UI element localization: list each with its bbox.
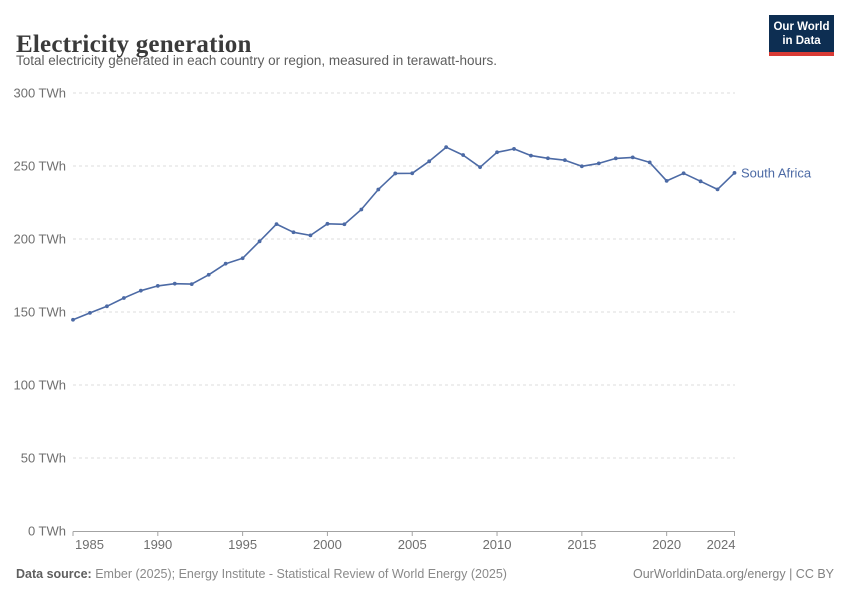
data-source-label: Data source:	[16, 567, 92, 581]
license-note[interactable]: OurWorldinData.org/energy | CC BY	[632, 567, 834, 581]
page-title: Electricity generation	[16, 30, 252, 58]
y-axis-tick-label: 150 TWh	[13, 305, 66, 320]
data-point-marker	[155, 283, 160, 288]
data-point-marker	[613, 156, 618, 161]
data-point-marker	[291, 230, 296, 235]
data-point-marker	[121, 296, 126, 300]
x-axis-tick-label: 2020	[652, 537, 681, 552]
y-axis-tick-label: 100 TWh	[13, 378, 66, 393]
data-point-marker	[172, 281, 177, 286]
data-point-marker	[579, 164, 584, 169]
x-axis-tick-label: 2005	[398, 537, 427, 552]
data-point-marker	[444, 145, 449, 150]
x-axis-tick-label: 2015	[567, 537, 596, 552]
data-point-marker	[274, 222, 279, 227]
data-point-marker	[596, 161, 601, 166]
data-point-marker	[630, 155, 635, 160]
owid-logo-line1: Our World	[773, 20, 830, 33]
data-point-marker	[257, 239, 262, 244]
data-point-marker	[427, 159, 432, 164]
data-point-marker	[495, 150, 499, 155]
data-point-marker	[206, 272, 211, 277]
data-point-marker	[698, 179, 703, 184]
x-axis-tick-label: 2024	[707, 537, 736, 552]
data-point-marker	[359, 207, 364, 212]
x-axis-tick-label: 2000	[313, 537, 342, 552]
data-point-marker	[562, 158, 567, 163]
plot-line-south-africa[interactable]	[72, 146, 736, 321]
data-point-marker	[647, 160, 652, 165]
data-point-marker	[410, 171, 415, 176]
data-point-marker	[512, 147, 516, 151]
data-point-marker	[342, 222, 347, 227]
data-point-marker	[240, 256, 245, 261]
data-point-marker	[88, 310, 92, 315]
y-axis-tick-label: 250 TWh	[13, 159, 66, 174]
series-label-south-africa[interactable]: South Africa	[741, 165, 812, 180]
data-point-marker	[732, 170, 737, 175]
data-point-marker	[681, 171, 686, 176]
y-axis-tick-label: 300 TWh	[13, 86, 66, 101]
data-source-text: Ember (2025); Energy Institute - Statist…	[91, 567, 507, 581]
owid-logo[interactable]: Our World in Data	[769, 15, 834, 56]
owid-logo-line2: in Data	[782, 34, 821, 47]
x-axis-tick-label: 2010	[483, 537, 512, 552]
data-point-marker	[71, 317, 75, 322]
data-point-marker	[664, 178, 669, 183]
x-axis-tick-label: 1985	[75, 537, 104, 552]
chart-subtitle: Total electricity generated in each coun…	[16, 53, 497, 68]
data-point-marker	[478, 165, 482, 170]
x-axis-tick-label: 1995	[228, 537, 257, 552]
data-point-marker	[223, 261, 228, 266]
data-point-marker	[189, 282, 194, 287]
y-axis-tick-label: 50 TWh	[21, 451, 66, 466]
data-point-marker	[715, 187, 720, 192]
data-point-marker	[529, 153, 533, 158]
data-point-marker	[105, 304, 109, 309]
data-source-note: Data source: Ember (2025); Energy Instit…	[16, 567, 507, 581]
y-axis-tick-label: 0 TWh	[28, 524, 66, 539]
data-point-marker	[461, 153, 466, 157]
data-point-marker	[325, 221, 330, 226]
y-axis-tick-label: 200 TWh	[13, 232, 66, 247]
data-point-marker	[376, 187, 381, 192]
data-point-marker	[393, 171, 398, 176]
data-point-marker	[546, 156, 550, 161]
chart-footer: Data source: Ember (2025); Energy Instit…	[0, 567, 850, 581]
data-point-marker	[138, 288, 143, 293]
x-axis-tick-label: 1990	[143, 537, 172, 552]
data-point-marker	[308, 233, 313, 238]
